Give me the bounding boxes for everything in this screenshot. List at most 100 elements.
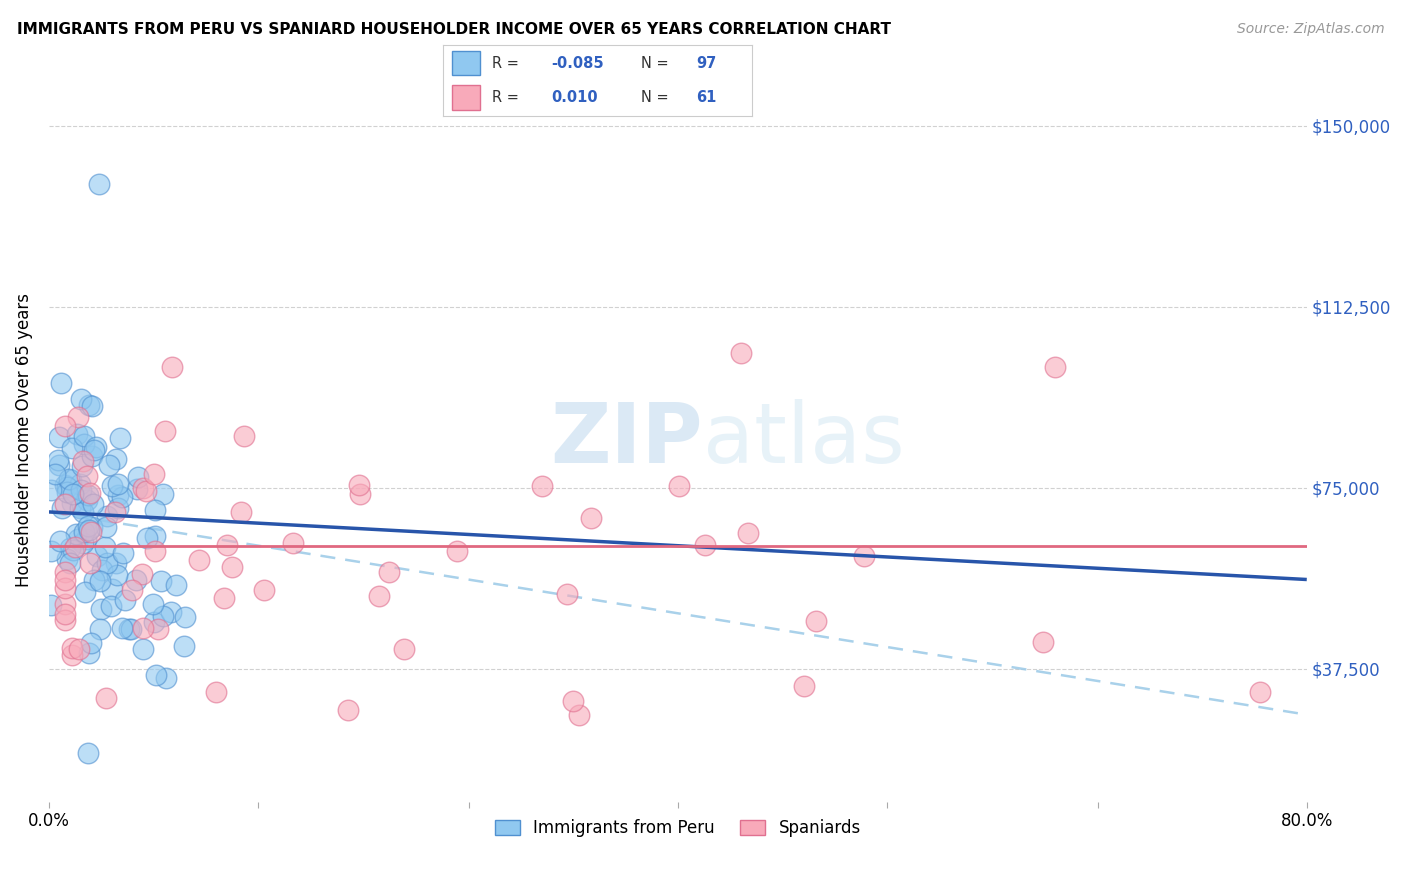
Point <box>72 535 94 549</box>
Point <box>51 500 73 515</box>
Point <box>107 501 129 516</box>
Point <box>55 485 77 500</box>
Point <box>66 409 89 424</box>
Point <box>150 574 173 588</box>
Point <box>44 467 66 481</box>
Point <box>127 470 149 484</box>
Point <box>114 593 136 607</box>
Point <box>73 436 96 450</box>
Point <box>96 509 118 524</box>
Text: Source: ZipAtlas.com: Source: ZipAtlas.com <box>1237 22 1385 37</box>
Point <box>53 597 76 611</box>
Point <box>125 573 148 587</box>
Point <box>152 487 174 501</box>
Point <box>135 483 157 498</box>
Point <box>53 565 76 579</box>
Point <box>160 360 183 375</box>
Point <box>336 703 359 717</box>
Point <box>127 482 149 496</box>
Point <box>59 556 82 570</box>
Point <box>531 478 554 492</box>
Point <box>806 614 828 628</box>
Point <box>347 477 370 491</box>
Text: atlas: atlas <box>703 399 905 480</box>
Point <box>392 642 415 657</box>
Point <box>77 747 100 761</box>
Point <box>94 520 117 534</box>
Point <box>793 679 815 693</box>
Point <box>155 671 177 685</box>
Point <box>39 544 62 558</box>
Point <box>160 605 183 619</box>
Point <box>253 582 276 597</box>
Point <box>104 451 127 466</box>
Point <box>143 544 166 558</box>
Point <box>152 608 174 623</box>
Point <box>730 345 752 359</box>
Point <box>48 458 70 472</box>
Point <box>91 563 114 577</box>
Point <box>132 642 155 657</box>
Text: 97: 97 <box>696 55 717 70</box>
Point <box>446 543 468 558</box>
Point <box>79 556 101 570</box>
Point <box>46 453 69 467</box>
Point <box>231 505 253 519</box>
Point <box>62 486 84 500</box>
Point <box>111 546 134 560</box>
Point <box>695 538 717 552</box>
Point <box>136 531 159 545</box>
Point <box>105 567 128 582</box>
Point <box>65 526 87 541</box>
Point <box>132 621 155 635</box>
Point <box>89 623 111 637</box>
Point <box>349 486 371 500</box>
Point <box>55 552 77 566</box>
Point <box>89 574 111 588</box>
Point <box>53 613 76 627</box>
Point <box>76 492 98 507</box>
Point <box>73 584 96 599</box>
Point <box>94 540 117 554</box>
Point <box>562 693 585 707</box>
Point <box>100 599 122 614</box>
Point <box>82 449 104 463</box>
Text: R =: R = <box>492 90 519 105</box>
Point <box>568 707 591 722</box>
Point <box>131 481 153 495</box>
Point <box>1249 685 1271 699</box>
Point <box>142 597 165 611</box>
FancyBboxPatch shape <box>453 86 479 110</box>
Point <box>205 684 228 698</box>
Point <box>53 497 76 511</box>
Point <box>142 467 165 481</box>
Point <box>69 501 91 516</box>
Point <box>557 587 579 601</box>
Point <box>53 581 76 595</box>
Point <box>70 392 93 407</box>
Point <box>90 602 112 616</box>
Text: N =: N = <box>641 90 668 105</box>
Point <box>377 565 399 579</box>
Point <box>72 454 94 468</box>
Point <box>62 542 84 557</box>
Point <box>104 506 127 520</box>
Point <box>75 532 97 546</box>
Point <box>145 668 167 682</box>
Point <box>66 532 89 546</box>
Point <box>69 476 91 491</box>
Point <box>60 640 83 655</box>
Point <box>174 610 197 624</box>
FancyBboxPatch shape <box>453 51 479 75</box>
Point <box>281 536 304 550</box>
Point <box>1045 360 1067 375</box>
Point <box>72 505 94 519</box>
Point <box>165 578 187 592</box>
Text: ZIP: ZIP <box>551 399 703 480</box>
Point <box>79 398 101 412</box>
Text: -0.085: -0.085 <box>551 55 603 70</box>
Point <box>66 427 89 442</box>
Point <box>76 469 98 483</box>
Point <box>212 591 235 605</box>
Point <box>53 478 76 492</box>
